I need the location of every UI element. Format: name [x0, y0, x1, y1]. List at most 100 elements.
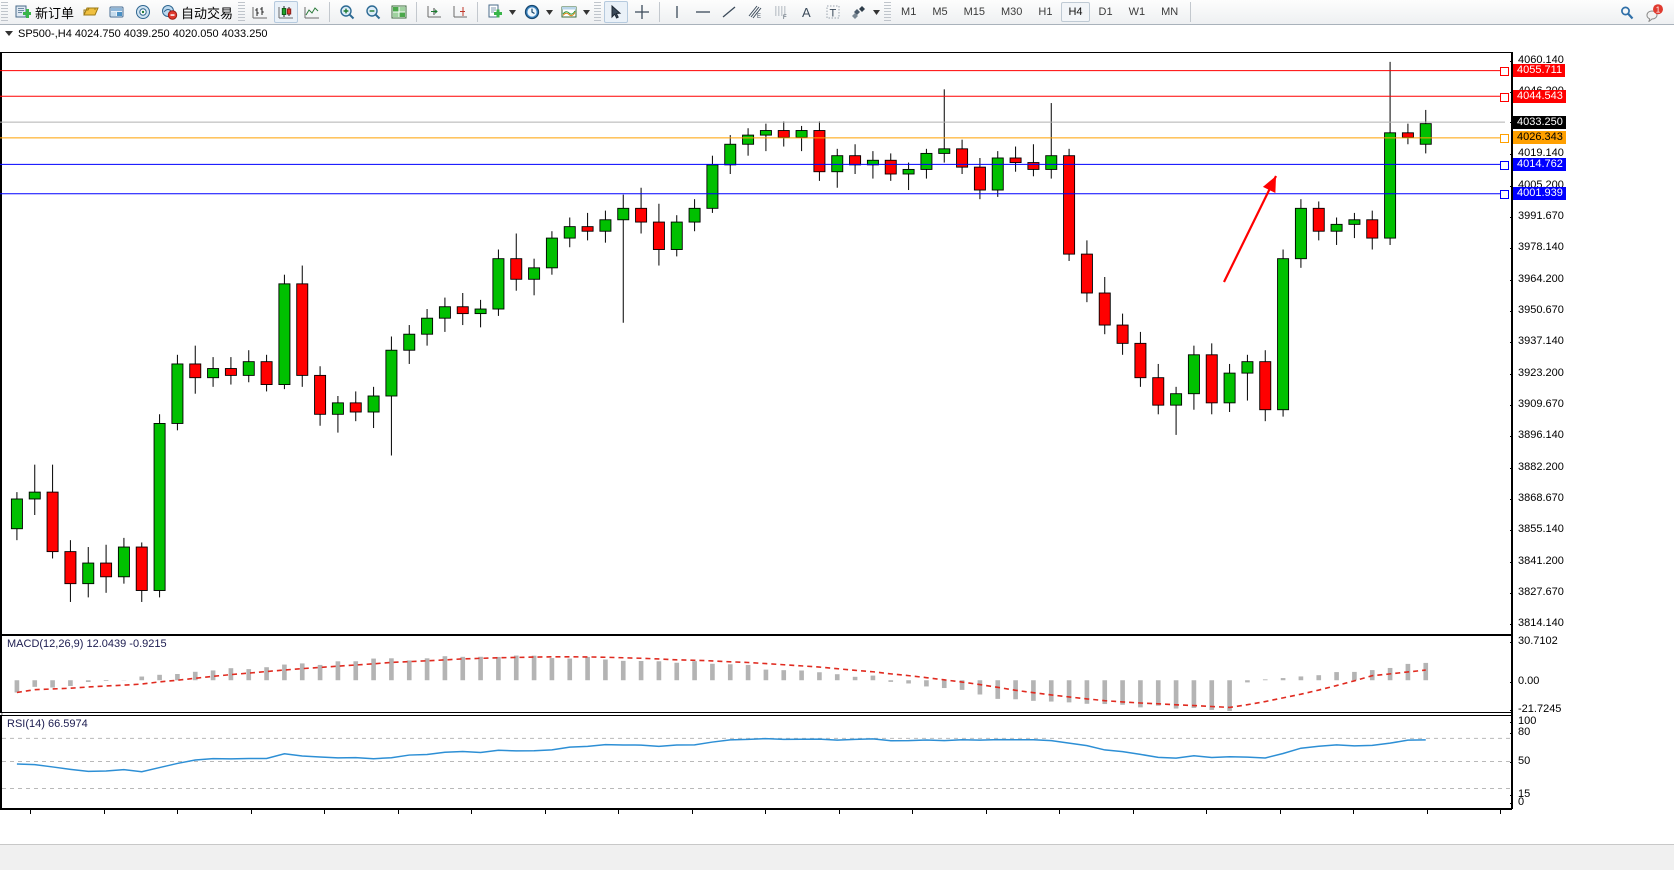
timeframe-mn[interactable]: MN — [1161, 6, 1179, 18]
price-tick: 3950.670 — [1510, 304, 1564, 316]
time-tick — [177, 810, 178, 814]
trend-line-icon — [722, 6, 736, 18]
zoom-out-button[interactable] — [361, 1, 385, 23]
tile-windows-button[interactable] — [387, 1, 411, 23]
toolbar-grip-4[interactable] — [884, 2, 892, 22]
period-dropdown[interactable] — [545, 1, 554, 23]
time-axis[interactable]: 5 Jan 20235 Jan 16:006 Jan 08:008 Jan 23… — [0, 809, 1532, 860]
resistance-level-1-handle[interactable] — [1500, 67, 1509, 77]
timeframe-m15[interactable]: M15 — [963, 6, 985, 18]
price-tick: 3868.670 — [1510, 492, 1564, 504]
trend-line-button[interactable] — [717, 1, 741, 23]
time-tick — [985, 810, 987, 814]
period-button[interactable] — [520, 1, 544, 23]
alerts-button[interactable]: 1 — [1641, 2, 1667, 24]
time-tick — [1500, 810, 1501, 814]
vertical-line-button[interactable] — [665, 1, 689, 23]
templates-button[interactable] — [557, 1, 581, 23]
macd-pane[interactable]: MACD(12,26,9) 12.0439 -0.9215 — [0, 635, 1512, 713]
price-tick: 4060.140 — [1510, 54, 1564, 66]
support-level-2-tag[interactable]: 4001.939 — [1513, 187, 1566, 201]
cursor-button[interactable] — [604, 1, 629, 23]
chevron-down-icon — [583, 9, 591, 15]
main-toolbar: 新订单 自动交易 — [0, 0, 1674, 25]
toolbar-grip-1[interactable] — [1, 2, 8, 22]
terminal-button[interactable] — [105, 1, 129, 23]
price-tick: 3882.200 — [1510, 461, 1564, 473]
new-order-button[interactable]: 新订单 — [11, 1, 77, 23]
crosshair-button[interactable] — [630, 1, 654, 23]
search-button[interactable] — [1615, 2, 1639, 24]
bullish-arrow[interactable] — [1223, 175, 1277, 283]
timeframe-m5[interactable]: M5 — [932, 6, 948, 18]
fibonacci-icon: F — [775, 6, 788, 21]
svg-text:E: E — [757, 14, 761, 20]
shift-chart-start-button[interactable] — [422, 1, 446, 23]
folder-button[interactable] — [79, 1, 103, 23]
time-tick — [544, 810, 546, 814]
chevron-down-icon — [873, 9, 881, 15]
add-indicator-button[interactable] — [483, 1, 507, 23]
chart-menu-caret-icon[interactable] — [4, 29, 14, 39]
rsi-tick: 80 — [1509, 726, 1530, 738]
candlestick-chart-button[interactable] — [274, 1, 299, 23]
templates-dropdown[interactable] — [582, 1, 591, 23]
auto-trading-icon — [162, 5, 178, 20]
alerts-icon: 1 — [1646, 3, 1663, 22]
line-chart-button[interactable] — [300, 1, 324, 23]
text-label-button[interactable]: A — [795, 1, 819, 23]
price-axis-divider — [1511, 52, 1513, 809]
timeframe-m30[interactable]: M30 — [1001, 6, 1023, 18]
support-level-1-handle[interactable] — [1500, 160, 1509, 170]
period-icon — [524, 4, 540, 20]
support-level-2-handle[interactable] — [1500, 190, 1509, 200]
horizontal-line-button[interactable] — [691, 1, 715, 23]
last-price-tag[interactable]: 4033.250 — [1513, 115, 1566, 129]
pivot-level-tag[interactable]: 4026.343 — [1513, 131, 1566, 145]
resistance-level-2-tag[interactable]: 4044.543 — [1513, 89, 1566, 103]
time-tick — [691, 810, 693, 814]
support-level-1-tag[interactable]: 4014.762 — [1513, 157, 1566, 171]
toolbar-grip-3[interactable] — [594, 2, 602, 22]
time-tick — [838, 810, 840, 814]
price-tick: 3827.670 — [1510, 586, 1564, 598]
shapes-icon — [852, 6, 866, 19]
timeframe-m1[interactable]: M1 — [901, 6, 917, 18]
svg-text:F: F — [783, 15, 787, 21]
shift-chart-end-button[interactable] — [448, 1, 472, 23]
auto-trading-button[interactable]: 自动交易 — [157, 1, 236, 23]
timeframe-w1[interactable]: W1 — [1128, 6, 1146, 18]
equidistant-channel-button[interactable]: E — [743, 1, 767, 23]
shapes-button[interactable] — [847, 1, 871, 23]
add-indicator-dropdown[interactable] — [508, 1, 517, 23]
timeframe-h4[interactable]: H4 — [1061, 2, 1090, 22]
rsi-pane-title: RSI(14) 66.5974 — [7, 718, 88, 730]
toolbar-separator-2 — [416, 2, 418, 22]
navigator-button[interactable] — [131, 1, 155, 23]
bar-chart-button[interactable] — [248, 1, 272, 23]
time-tick — [1206, 810, 1207, 814]
zoom-in-button[interactable] — [335, 1, 359, 23]
resistance-level-1-tag[interactable]: 4055.711 — [1513, 64, 1566, 78]
timeframe-h1[interactable]: H1 — [1038, 6, 1053, 18]
toolbar-grip-2[interactable] — [238, 2, 246, 22]
price-tick: 4019.140 — [1510, 147, 1564, 159]
resistance-level-2-handle[interactable] — [1500, 92, 1509, 102]
fibonacci-button[interactable]: F — [769, 1, 793, 23]
timeframe-d1[interactable]: D1 — [1098, 6, 1113, 18]
time-tick — [1059, 810, 1060, 814]
shapes-dropdown[interactable] — [872, 1, 881, 23]
rsi-pane[interactable]: RSI(14) 66.5974 — [0, 715, 1512, 809]
time-tick — [103, 810, 105, 814]
chevron-down-icon — [546, 9, 554, 15]
price-pane[interactable] — [0, 52, 1512, 635]
chart-header: SP500-,H4 4024.750 4039.250 4020.050 403… — [0, 25, 1512, 42]
price-tick: 3841.200 — [1510, 555, 1564, 567]
text-object-icon: T — [826, 5, 840, 20]
price-axis[interactable]: 4060.1404046.2004033.2504019.1404005.200… — [1509, 52, 1674, 809]
rsi-plot-layer — [2, 737, 1511, 789]
chart-overlay-layer — [0, 70, 1505, 283]
pivot-level-handle[interactable] — [1500, 134, 1509, 144]
text-object-button[interactable]: T — [821, 1, 845, 23]
time-tick — [324, 810, 325, 814]
